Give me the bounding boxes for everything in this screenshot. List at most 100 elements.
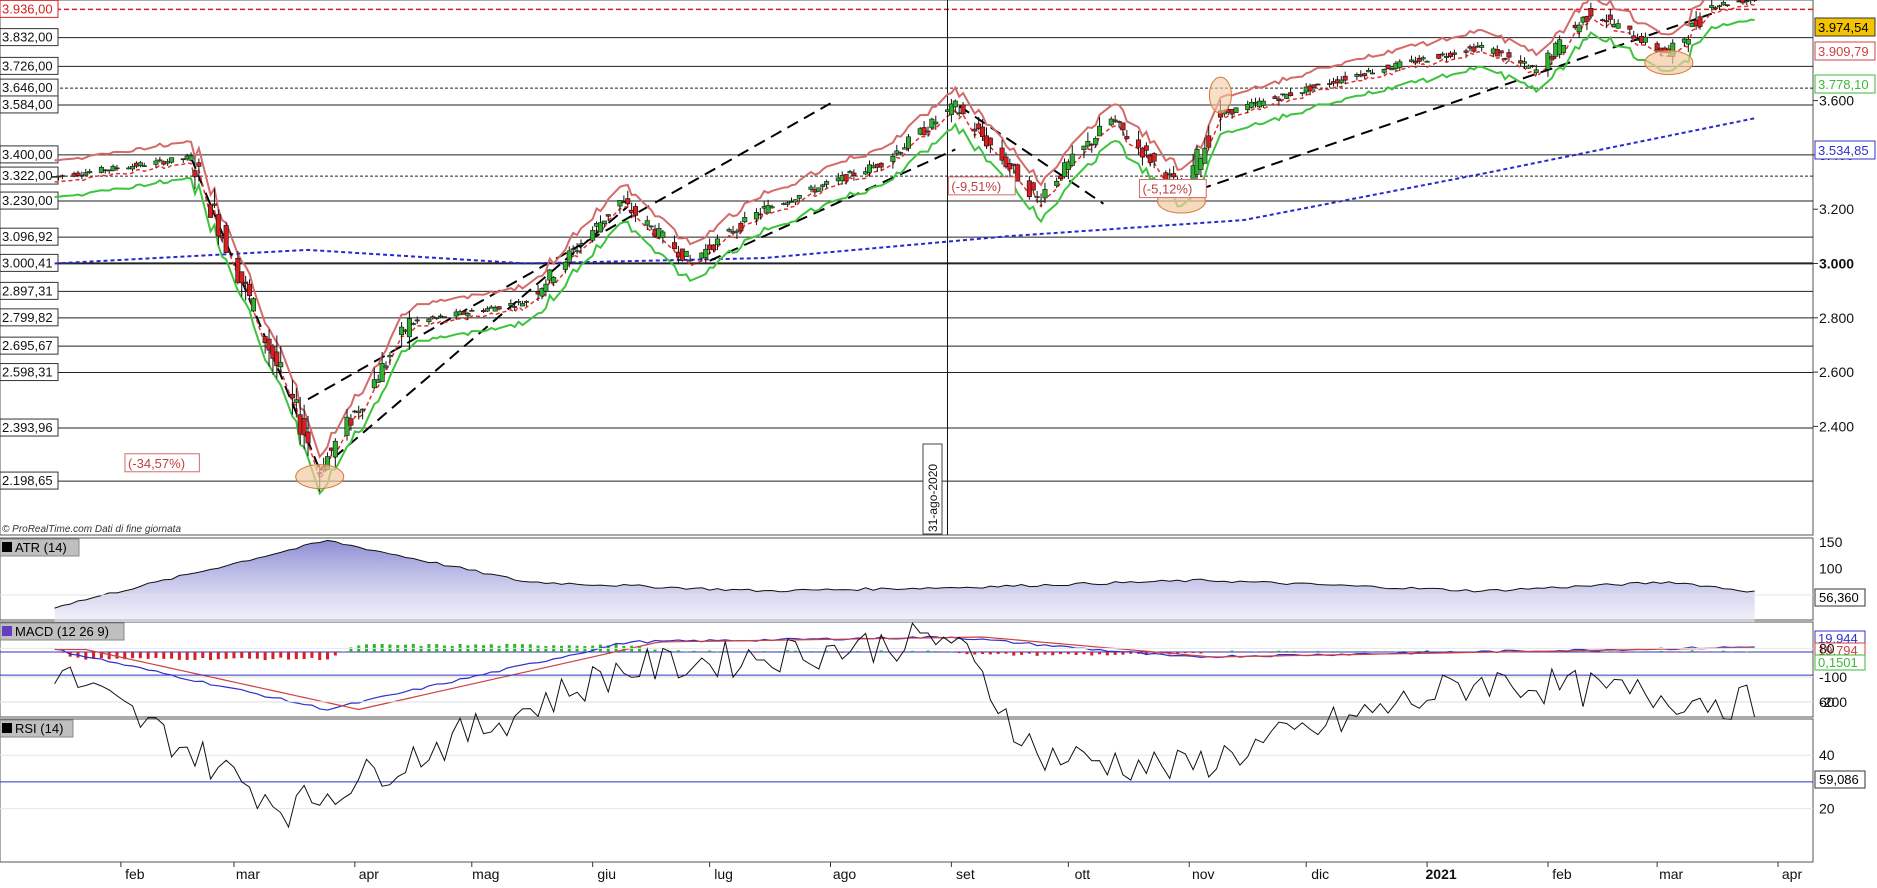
candle-body xyxy=(953,101,957,107)
level-label: 2.393,96 xyxy=(0,419,58,436)
candle-body xyxy=(1343,76,1347,80)
candle-body xyxy=(563,262,567,269)
candle-body xyxy=(388,355,392,357)
candle-body xyxy=(1300,93,1304,94)
macd-histogram-bar xyxy=(1067,652,1070,654)
level-label-text: 2.393,96 xyxy=(2,420,53,435)
month-label: mag xyxy=(472,866,499,882)
macd-histogram-bar xyxy=(685,651,688,652)
macd-histogram-bar xyxy=(810,651,813,652)
level-label-text: 3.096,92 xyxy=(2,229,53,244)
month-label: feb xyxy=(1552,866,1572,882)
atr-title-box: ATR (14) xyxy=(0,539,79,556)
macd-value-text: 0,1501 xyxy=(1818,655,1858,670)
candle-body xyxy=(1745,1,1749,2)
candle-body xyxy=(606,215,610,217)
macd-histogram-bar xyxy=(1402,651,1405,652)
macd-histogram-bar xyxy=(1043,652,1046,654)
macd-histogram-bar xyxy=(154,652,157,658)
macd-histogram-bar xyxy=(1277,651,1280,652)
macd-histogram-bar xyxy=(209,652,212,660)
macd-histogram-bar xyxy=(310,652,313,658)
macd-histogram-bar xyxy=(147,652,150,659)
month-label: ott xyxy=(1075,866,1091,882)
atr-tick-label: 100 xyxy=(1819,561,1843,577)
candle-body xyxy=(1561,45,1565,52)
drawdown-annotation: (-9,51%) xyxy=(948,177,1015,195)
candle-body xyxy=(208,204,212,217)
candle-body xyxy=(1452,53,1456,55)
macd-histogram-bar xyxy=(108,652,111,659)
macd-histogram-bar xyxy=(1660,651,1663,652)
candle-body xyxy=(509,303,513,305)
candle-body xyxy=(442,317,446,318)
candle-body xyxy=(1366,70,1370,72)
candle-body xyxy=(407,319,411,337)
candle-body xyxy=(988,138,992,145)
candle-body xyxy=(551,277,555,282)
candle-body xyxy=(649,226,653,227)
price-badge: 3.778,10 xyxy=(1815,75,1875,93)
macd-histogram-bar xyxy=(178,652,181,660)
atr-tick-label: 150 xyxy=(1819,534,1843,550)
candle-body xyxy=(1261,101,1265,105)
candle-body xyxy=(240,272,244,283)
level-label-text: 3.832,00 xyxy=(2,30,53,45)
level-label: 3.230,00 xyxy=(0,192,58,209)
macd-histogram-bar xyxy=(1683,651,1686,652)
candle-body xyxy=(1234,108,1238,113)
macd-histogram-bar xyxy=(115,652,118,659)
source-note: © ProRealTime.com Dati di fine giornata xyxy=(2,524,181,535)
month-label: mar xyxy=(1659,866,1683,882)
level-label: 3.726,00 xyxy=(0,57,58,74)
candle-body xyxy=(427,319,431,322)
candle-body xyxy=(470,310,474,311)
level-label: 2.799,82 xyxy=(0,309,58,326)
rsi-title: RSI (14) xyxy=(15,721,63,736)
macd-histogram-bar xyxy=(1090,652,1093,655)
macd-value-badge: 0,1501 xyxy=(1815,655,1865,670)
macd-histogram-bar xyxy=(1059,652,1062,654)
macd-histogram-bar xyxy=(934,651,937,652)
candle-body xyxy=(1698,17,1702,27)
macd-histogram-bar xyxy=(1036,652,1039,656)
macd-histogram-bar xyxy=(1238,652,1241,653)
macd-histogram-bar xyxy=(240,652,243,658)
macd-histogram-bar xyxy=(1738,651,1741,652)
candle-body xyxy=(1421,58,1425,59)
level-label-text: 3.400,00 xyxy=(2,147,53,162)
candle-body xyxy=(357,411,361,413)
level-label-text: 3.726,00 xyxy=(2,58,53,73)
candle-body xyxy=(212,204,216,205)
macd-histogram-bar xyxy=(420,646,423,652)
candle-body xyxy=(821,185,825,187)
candle-body xyxy=(524,301,528,302)
candle-body xyxy=(817,188,821,191)
macd-histogram-bar xyxy=(1597,652,1600,653)
candle-body xyxy=(1117,121,1121,122)
macd-histogram-bar xyxy=(248,652,251,659)
candle-body xyxy=(435,318,439,319)
macd-histogram-bar xyxy=(61,652,64,653)
macd-title: MACD (12 26 9) xyxy=(15,624,109,639)
level-label-text: 3.646,00 xyxy=(2,80,53,95)
macd-histogram-bar xyxy=(1730,651,1733,652)
price-badge-text: 3.534,85 xyxy=(1818,143,1869,158)
level-label-text: 3.000,41 xyxy=(2,255,53,270)
candle-body xyxy=(618,200,622,206)
macd-histogram-bar xyxy=(942,652,945,653)
level-label: 3.000,41 xyxy=(0,254,58,271)
macd-histogram-bar xyxy=(755,652,758,653)
macd-histogram-bar xyxy=(708,650,711,652)
candle-body xyxy=(1171,174,1175,177)
candle-body xyxy=(980,127,984,137)
drawdown-annotation-text: (-5,12%) xyxy=(1142,182,1192,197)
candle-body xyxy=(1585,16,1589,21)
candle-body xyxy=(1632,36,1636,38)
macd-histogram-bar xyxy=(232,652,235,658)
candle-body xyxy=(1288,93,1292,96)
macd-histogram-bar xyxy=(342,651,345,652)
macd-histogram-bar xyxy=(1667,652,1670,653)
candle-body xyxy=(512,307,516,308)
candle-body xyxy=(1121,123,1125,130)
